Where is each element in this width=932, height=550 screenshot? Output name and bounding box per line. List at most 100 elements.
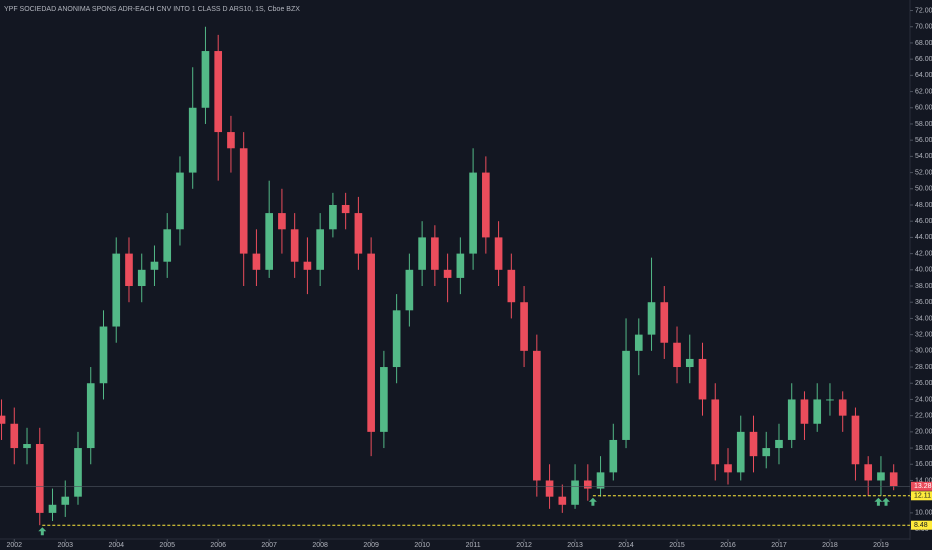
candle-body [851,415,860,465]
arrow-marker [588,497,597,506]
candle-body [571,480,579,505]
y-tick-label: 48.00 [915,202,932,209]
y-tick-label: 14.00 [915,477,932,484]
x-tick-label: 2014 [618,542,634,549]
y-tick-label: 36.00 [915,299,932,306]
y-tick-label: 50.00 [915,186,932,193]
x-tick-label: 2004 [108,542,124,549]
y-tick-label: 40.00 [915,267,932,274]
arrow-marker [882,497,891,506]
x-tick-label: 2013 [567,542,583,549]
y-tick-label: 42.00 [915,250,932,257]
candle-body [482,172,490,238]
candle-body [456,253,465,278]
y-tick-label: 54.00 [915,153,932,160]
y-tick-label: 58.00 [915,121,932,128]
candle-body [800,399,809,424]
candle-body [596,472,605,489]
candle-body [99,326,108,384]
y-tick-label: 26.00 [915,380,932,387]
candle-body [533,350,541,481]
candle-body [431,237,439,270]
x-tick-label: 2012 [516,542,532,549]
candle-body [405,269,414,311]
candle-body [125,253,133,287]
candle-body [239,148,248,254]
candle-body [609,439,618,473]
arrow-marker [38,527,47,536]
y-tick-label: 22.00 [915,412,932,419]
level-label-box [911,520,932,530]
candle-body [443,269,452,278]
candle-body [558,496,567,505]
last-price-box [911,481,932,491]
x-tick-label: 2011 [466,542,481,549]
candle-body [252,253,261,270]
candle-body [622,350,630,440]
candle-body [10,423,19,449]
x-tick-label: 2008 [312,542,328,549]
y-tick-label: 24.00 [915,396,932,403]
y-tick-label: 44.00 [915,234,932,241]
candle-body [48,504,57,513]
candle-body [278,213,286,230]
candle-body [214,51,223,133]
candle-body [150,261,159,270]
candle-body [469,172,477,254]
candle-body [74,448,82,497]
candle-body [724,464,732,473]
y-tick-label: 10.00 [915,510,932,517]
candle-body [176,172,184,230]
candle-body [290,229,299,262]
candle-body [864,464,873,481]
y-tick-label: 52.00 [915,169,932,176]
candle-body [188,107,197,173]
y-tick-label: 20.00 [915,429,932,436]
candle-body [583,480,592,489]
candle-body [749,431,758,457]
candle-body [494,237,503,270]
chart-title: YPF SOCIEDAD ANONIMA SPONS ADR-EACH CNV … [4,6,300,13]
candle-body [838,399,847,416]
x-tick-label: 2005 [159,542,175,549]
candle-body [303,261,312,270]
y-tick-label: 32.00 [915,331,932,338]
y-tick-label: 56.00 [915,137,932,144]
candle-body [354,213,363,254]
x-tick-label: 2006 [210,542,226,549]
candle-body [23,444,31,449]
candle-body [736,431,745,473]
candle-body [685,358,694,368]
candle-body [418,237,426,270]
candle-body [35,444,44,513]
y-tick-label: 66.00 [915,56,932,63]
candle-body [392,310,401,368]
y-tick-label: 18.00 [915,445,932,452]
candle-body [329,204,337,230]
candle-body [341,204,350,214]
y-tick-label: 68.00 [915,40,932,47]
y-tick-label: 70.00 [915,24,932,31]
x-tick-label: 2017 [771,542,787,549]
candle-body [634,334,643,351]
candle-body [775,439,783,449]
x-tick-label: 2019 [873,542,889,549]
y-tick-label: 38.00 [915,283,932,290]
y-tick-label: 60.00 [915,105,932,112]
candle-body [265,213,273,270]
candle-body [163,229,172,262]
candle-body [545,480,554,497]
candle-body [826,399,834,401]
x-tick-label: 2015 [669,542,685,549]
candle-body [86,383,95,449]
level-label: 12.11 [914,493,931,500]
y-tick-label: 46.00 [915,218,932,225]
y-tick-label: 62.00 [915,88,932,95]
last-price-label: 13.28 [914,483,932,490]
candle-body [316,229,324,270]
y-tick-label: 28.00 [915,364,932,371]
candle-body [137,269,146,287]
y-tick-label: 72.00 [915,7,932,14]
